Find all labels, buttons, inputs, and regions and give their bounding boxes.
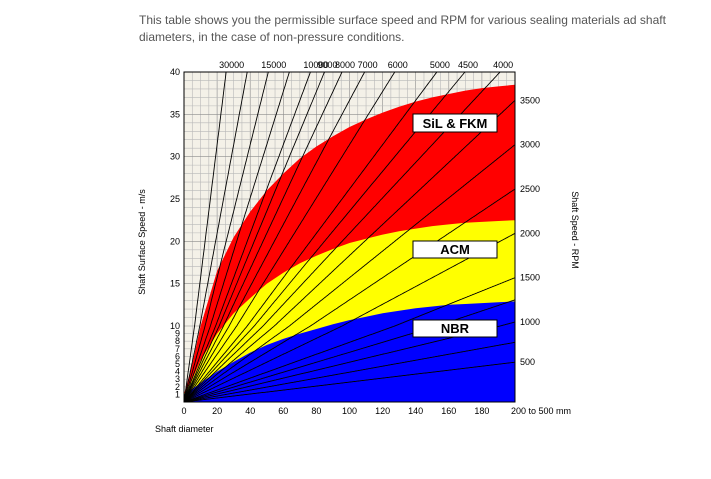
y2-axis-title: Shaft Speed - RPM	[570, 191, 580, 269]
y-tick-label: 10	[170, 321, 180, 331]
rpm-label: 10000	[303, 60, 328, 70]
rpm-line-9000	[183, 71, 325, 403]
rpm-label: 1000	[520, 317, 540, 327]
y-tick-label: 25	[170, 194, 180, 204]
rpm-label: 8000	[335, 60, 355, 70]
x-tick-label: 120	[375, 406, 390, 416]
rpm-line-6000	[183, 71, 396, 403]
plot-frame	[183, 71, 516, 403]
y-tick-label: 5	[175, 359, 180, 369]
y-tick-label: 2	[175, 382, 180, 392]
rpm-label: 15000	[261, 60, 286, 70]
rpm-label: 5000	[430, 60, 450, 70]
band-label-box	[412, 240, 498, 259]
band-label-acm: ACM	[412, 240, 498, 259]
y-tick-label: 6	[175, 351, 180, 361]
rpm-label: 7000	[358, 60, 378, 70]
band-label-box	[412, 113, 498, 133]
rpm-line-3500	[183, 99, 516, 403]
rpm-line-1250	[183, 299, 516, 403]
rpm-label: 3500	[520, 95, 540, 105]
y-tick-label: 1	[175, 389, 180, 399]
rpm-line-8000	[183, 71, 343, 403]
rpm-label: 1500	[520, 273, 540, 283]
x-tick-label: 100	[342, 406, 357, 416]
y-tick-label: 30	[170, 152, 180, 162]
x-tick-label: 80	[311, 406, 321, 416]
rpm-line-3000	[183, 144, 516, 403]
y-tick-label: 9	[175, 329, 180, 339]
rpm-line-500	[183, 361, 516, 403]
rpm-line-2500	[183, 188, 516, 403]
rpm-label: 3000	[520, 140, 540, 150]
x-tick-label: 160	[441, 406, 456, 416]
rpm-label: 30000	[219, 60, 244, 70]
rpm-line-15000	[183, 71, 269, 403]
rpm-line-12000	[183, 71, 290, 403]
rpm-line-1500	[183, 277, 516, 403]
x-tick-label: 180	[474, 406, 489, 416]
band-label-text: ACM	[440, 242, 470, 257]
y-tick-label: 35	[170, 109, 180, 119]
band-labels: SiL & FKM ACM NBR	[412, 113, 498, 338]
rpm-line-5000	[183, 71, 438, 403]
y-tick-label: 40	[170, 67, 180, 77]
band-label-nbr: NBR	[412, 319, 498, 338]
rpm-label: 2000	[520, 228, 540, 238]
x-axis-title: Shaft diameter	[155, 424, 214, 434]
x-tick-label: 140	[408, 406, 423, 416]
band-label-sil-fkm: SiL & FKM	[412, 113, 498, 133]
rpm-label: 6000	[388, 60, 408, 70]
rpm-line-750	[183, 341, 516, 403]
rpm-label: 4500	[458, 60, 478, 70]
y-tick-label: 8	[175, 336, 180, 346]
rpm-label: 9000	[317, 60, 337, 70]
rpm-label: 2500	[520, 184, 540, 194]
rpm-line-2000	[183, 232, 516, 403]
rpm-line-7000	[183, 71, 366, 403]
band-label-box	[412, 319, 498, 338]
y-axis-title: Shaft Surface Speed - m/s	[137, 189, 147, 295]
rpm-lines	[183, 71, 516, 403]
band-label-text: NBR	[441, 321, 470, 336]
y-tick-label: 15	[170, 279, 180, 289]
intro-text: This table shows you the permissible sur…	[139, 13, 666, 44]
rpm-line-30000	[183, 71, 227, 403]
rpm-line-20000	[183, 71, 248, 403]
y-tick-label: 20	[170, 236, 180, 246]
rpm-label: 500	[520, 357, 535, 367]
y-tick-label: 3	[175, 374, 180, 384]
rpm-label: 4000	[493, 60, 513, 70]
band-label-text: SiL & FKM	[423, 116, 488, 131]
y-tick-label: 7	[175, 344, 180, 354]
x-tick-label: 60	[278, 406, 288, 416]
x-tick-label: 40	[245, 406, 255, 416]
x-tick-label: 0	[181, 406, 186, 416]
x-tick-label: 20	[212, 406, 222, 416]
y-tick-label: 4	[175, 367, 180, 377]
x-tick-label: 200 to 500 mm	[511, 406, 571, 416]
rpm-line-10000	[183, 71, 311, 403]
